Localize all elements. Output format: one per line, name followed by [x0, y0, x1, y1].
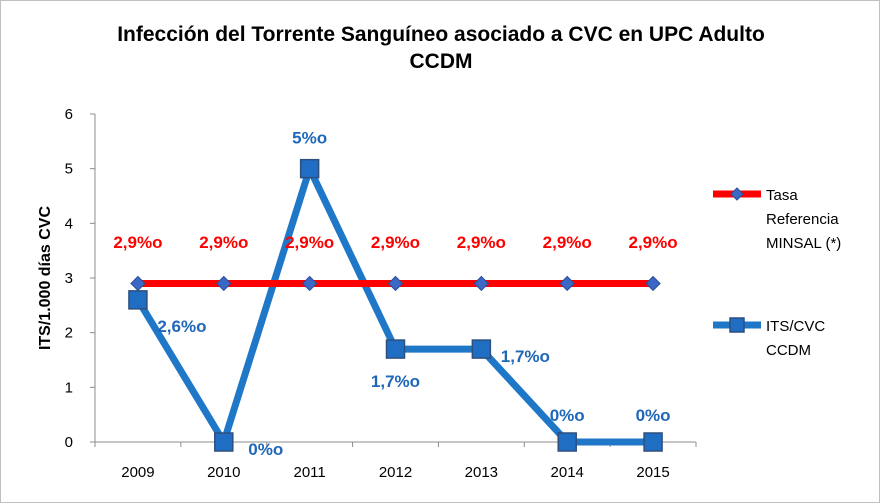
- y-axis-label: ITS/1.000 días CVC: [37, 206, 54, 351]
- series-its-cvc-marker: [471, 339, 492, 359]
- y-tick-label: 6: [65, 106, 73, 123]
- reference-data-label: 2,9%o: [543, 233, 592, 252]
- its-cvc-data-label: 0%o: [550, 406, 585, 425]
- series-reference-marker: [301, 275, 318, 292]
- series-reference-marker: [559, 275, 575, 292]
- series-its-cvc-marker: [128, 290, 148, 310]
- series-reference-marker: [216, 275, 232, 292]
- legend-reference-label: Tasa: [766, 187, 798, 204]
- its-cvc-data-label: 2,6%o: [157, 317, 206, 336]
- series-its-cvc-marker: [643, 432, 663, 452]
- series-reference-marker: [387, 275, 404, 292]
- its-cvc-data-label: 1,7%o: [501, 347, 550, 366]
- chart-title-line-1: Infección del Torrente Sanguíneo asociad…: [117, 23, 765, 46]
- legend-its-cvc-label: CCDM: [766, 342, 811, 359]
- reference-data-label: 2,9%o: [457, 233, 506, 252]
- series-its-cvc-marker: [385, 339, 406, 359]
- x-tick-label: 2014: [551, 464, 584, 481]
- legend-its-cvc-label: ITS/CVC: [766, 318, 825, 335]
- x-tick-label: 2013: [465, 464, 498, 481]
- series-reference-marker: [130, 275, 146, 292]
- reference-data-label: 2,9%o: [371, 233, 420, 252]
- legend-reference-label: Referencia: [766, 211, 839, 228]
- y-tick-label: 2: [65, 325, 73, 342]
- series-reference-marker: [473, 275, 490, 292]
- legend-reference-swatch-marker: [730, 187, 744, 201]
- reference-data-label: 2,9%o: [629, 233, 678, 252]
- series-its-cvc-marker: [299, 158, 320, 179]
- series-reference-marker: [645, 275, 661, 292]
- series-its-cvc-marker: [557, 432, 577, 452]
- y-tick-label: 1: [65, 379, 73, 396]
- its-cvc-data-label: 0%o: [636, 406, 671, 425]
- reference-data-label: 2,9%o: [199, 233, 248, 252]
- y-tick-label: 5: [65, 161, 73, 178]
- legend-its-cvc-swatch-marker: [729, 317, 745, 333]
- its-cvc-data-label: 1,7%o: [371, 372, 420, 391]
- its-cvc-data-label: 0%o: [248, 440, 283, 459]
- x-tick-label: 2010: [207, 464, 240, 481]
- x-tick-label: 2009: [121, 464, 154, 481]
- x-tick-label: 2011: [294, 464, 326, 481]
- chart-title-line-2: CCDM: [409, 50, 473, 73]
- reference-data-label: 2,9%o: [285, 233, 334, 252]
- y-tick-label: 3: [65, 270, 73, 287]
- legend-reference-label: MINSAL (*): [766, 235, 841, 252]
- series-its-cvc-line: [134, 165, 654, 446]
- x-tick-label: 2012: [379, 464, 412, 481]
- y-tick-label: 4: [65, 215, 73, 232]
- y-tick-label: 0: [65, 434, 73, 451]
- x-tick-label: 2015: [636, 464, 669, 481]
- series-its-cvc-marker: [214, 432, 234, 452]
- its-cvc-data-label: 5%o: [292, 129, 327, 148]
- reference-data-label: 2,9%o: [113, 233, 162, 252]
